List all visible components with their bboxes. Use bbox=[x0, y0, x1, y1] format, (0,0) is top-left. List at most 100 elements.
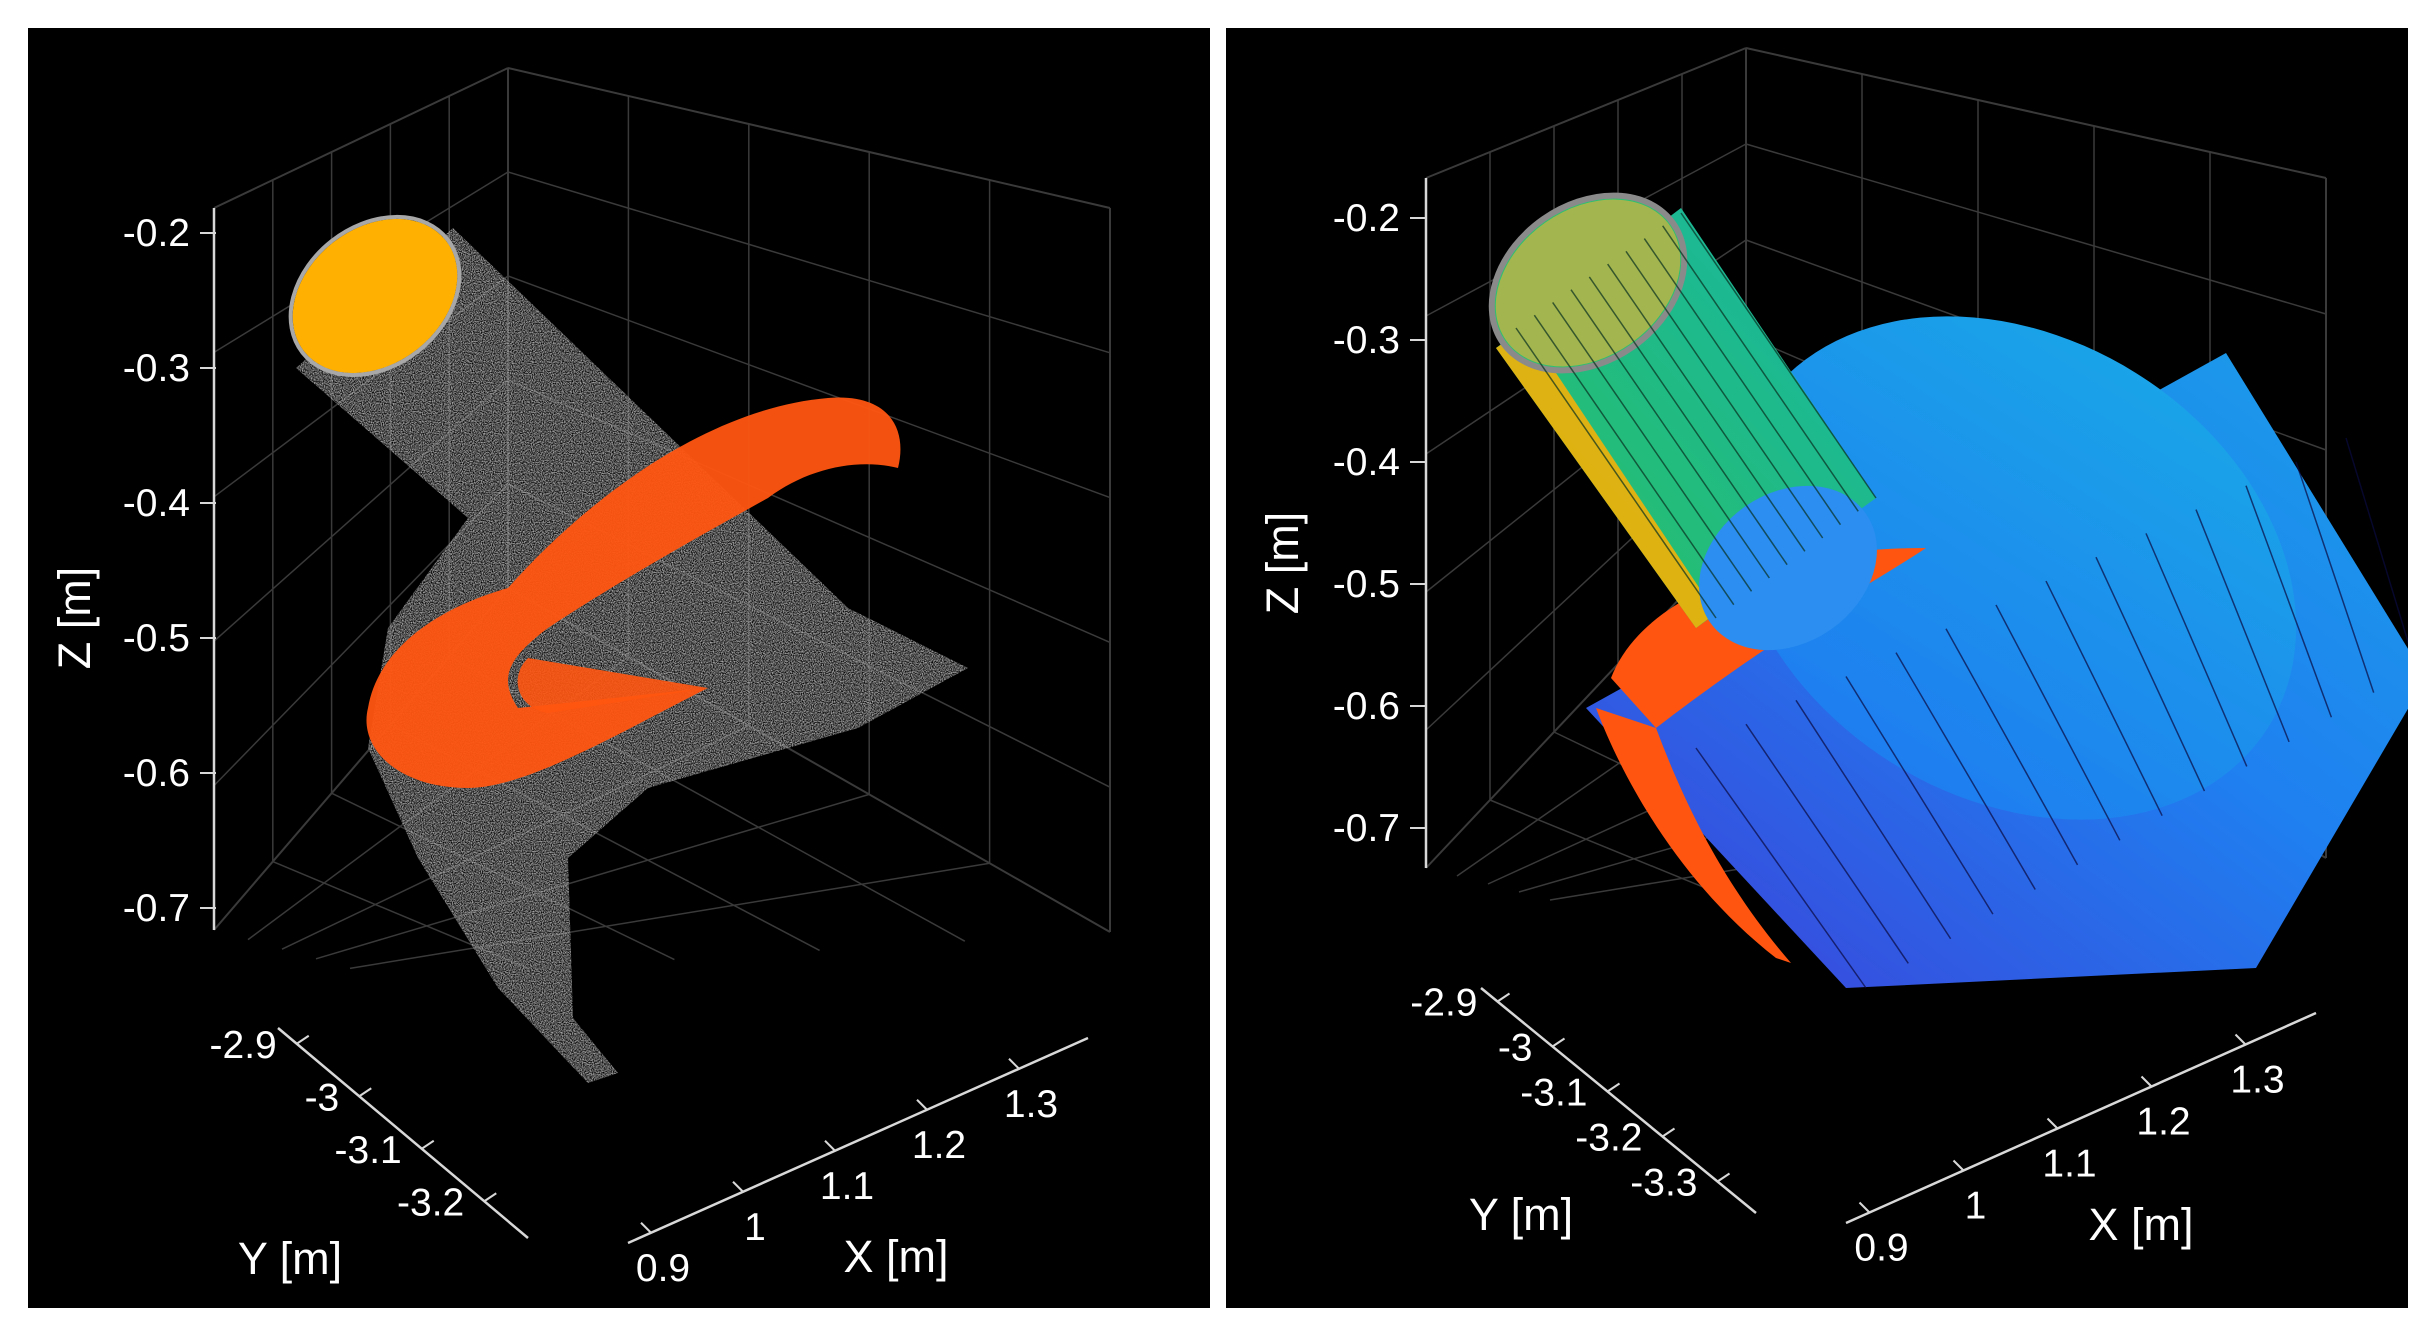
y-tick-mark bbox=[358, 1087, 372, 1098]
x-tick-label: 1.2 bbox=[2136, 1101, 2190, 1144]
grid-line bbox=[1745, 143, 2327, 315]
z-tick-label: -0.3 bbox=[123, 347, 190, 390]
fitted-small-cylinder bbox=[1488, 192, 1877, 651]
x-tick-label: 1.1 bbox=[2042, 1143, 2096, 1186]
x-tick-mark bbox=[1008, 1058, 1020, 1070]
grid-line bbox=[1425, 47, 1747, 179]
y-tick-mark bbox=[421, 1139, 435, 1150]
mesh-line bbox=[2095, 556, 2206, 792]
z-tick-label: -0.7 bbox=[1333, 807, 1400, 850]
x-axis-label: X [m] bbox=[2088, 1199, 2193, 1250]
grid-line bbox=[507, 67, 1111, 209]
mesh-line bbox=[2345, 437, 2408, 645]
y-tick-mark bbox=[296, 1034, 310, 1045]
x-tick-mark bbox=[1858, 1201, 1871, 1214]
chart-right-svg: -0.2 -0.3 -0.4 -0.5 -0.6 -0.7 -2.9 -3-3.1-3.2-3… bbox=[1257, 47, 2408, 1270]
mesh-line bbox=[2195, 509, 2290, 743]
y-tick-label: -2.9 bbox=[210, 1024, 277, 1067]
x-tick-mark bbox=[824, 1140, 836, 1152]
x-tick-label: 1.3 bbox=[2230, 1059, 2284, 1102]
y-tick-mark bbox=[1716, 1172, 1731, 1183]
x-tick-label: 1 bbox=[1965, 1185, 1987, 1228]
x-tick-label: 1.3 bbox=[1004, 1083, 1058, 1126]
mesh-line bbox=[1680, 212, 1877, 499]
y-axis-line bbox=[1480, 987, 1757, 1214]
mesh-line bbox=[1625, 250, 1824, 539]
y-tick-mark bbox=[1661, 1127, 1676, 1138]
tick-labels-left: -0.2 -0.3 -0.4 -0.5 -0.6 -0.7 -2.9 -3 -3.1 -3.2 0.… bbox=[123, 212, 1058, 1290]
mesh-line bbox=[1515, 327, 1717, 619]
y-tick-mark bbox=[483, 1192, 497, 1203]
z-tick-label: -0.2 bbox=[1333, 197, 1400, 240]
mesh-line bbox=[2145, 533, 2248, 767]
mesh-line bbox=[1795, 699, 1952, 940]
x-tick-mark bbox=[2046, 1117, 2059, 1130]
y-tick-label: -3.3 bbox=[1630, 1162, 1697, 1205]
z-axis-label: Z [m] bbox=[49, 567, 100, 669]
y-tick-mark bbox=[1496, 992, 1511, 1003]
z-tick-label: -0.5 bbox=[123, 617, 190, 660]
cylinder-mesh-lines bbox=[1515, 212, 2408, 989]
x-axis-label: X [m] bbox=[843, 1231, 948, 1282]
x-tick-label: 1.2 bbox=[912, 1124, 966, 1167]
x-tick-mark bbox=[2234, 1033, 2247, 1046]
z-tick-label: -0.4 bbox=[123, 482, 190, 525]
mesh-line bbox=[1845, 676, 1994, 915]
mesh-line bbox=[2295, 461, 2375, 693]
z-tick-label: -0.7 bbox=[123, 887, 190, 930]
y-tick-label: -3.2 bbox=[1575, 1117, 1642, 1160]
mesh-line bbox=[1607, 263, 1806, 552]
x-tick-mark bbox=[640, 1222, 652, 1234]
z-tick-label: -0.2 bbox=[123, 212, 190, 255]
x-tick-label: 1.1 bbox=[820, 1165, 874, 1208]
mesh-line bbox=[1570, 289, 1770, 579]
y-axis-label: Y [m] bbox=[1469, 1189, 1573, 1240]
grid-line bbox=[507, 275, 1111, 499]
mesh-line bbox=[1588, 276, 1788, 566]
y-tick-label: -3.1 bbox=[335, 1129, 402, 1172]
grid-line bbox=[507, 171, 1111, 354]
x-tick-mark bbox=[916, 1099, 928, 1111]
y-tick-label: -3 bbox=[305, 1076, 340, 1119]
mesh-line bbox=[1995, 604, 2121, 841]
y-axis-line bbox=[277, 1027, 529, 1239]
chart-left-svg: -0.2 -0.3 -0.4 -0.5 -0.6 -0.7 -2.9 -3 -3.1 -3.2 0.… bbox=[49, 67, 1111, 1290]
cylinder-surface-points bbox=[296, 228, 968, 1083]
mesh-line bbox=[1895, 652, 2036, 890]
z-tick-label: -0.6 bbox=[123, 752, 190, 795]
z-tick-label: -0.3 bbox=[1333, 319, 1400, 362]
mesh-line bbox=[1533, 314, 1735, 606]
cylinder-cap-points bbox=[288, 214, 462, 378]
z-tick-label: -0.4 bbox=[1333, 441, 1400, 484]
y-tick-mark bbox=[1551, 1037, 1566, 1048]
disk-points bbox=[366, 397, 901, 788]
z-tick-label: -0.5 bbox=[1333, 563, 1400, 606]
x-tick-mark bbox=[732, 1181, 744, 1193]
y-tick-label: -3 bbox=[1498, 1027, 1533, 1070]
mesh-line bbox=[1745, 723, 1909, 964]
z-axis-label: Z [m] bbox=[1257, 512, 1308, 614]
tick-labels-right: -0.2 -0.3 -0.4 -0.5 -0.6 -0.7 -2.9 -3-3.1-3.2-3… bbox=[1333, 197, 2285, 1270]
grid-line bbox=[213, 67, 509, 209]
mesh-line bbox=[1552, 302, 1753, 592]
y-tick-label: -3.2 bbox=[397, 1181, 464, 1224]
x-axis-line bbox=[1845, 1011, 2317, 1225]
y-tick-label: -2.9 bbox=[1410, 982, 1477, 1025]
y-tick-mark bbox=[1606, 1082, 1621, 1093]
chart-panel-right: -0.2 -0.3 -0.4 -0.5 -0.6 -0.7 -2.9 -3 -3.1 -3.2 -3… bbox=[1226, 28, 2408, 1308]
grid-line bbox=[349, 862, 990, 970]
mesh-line bbox=[2245, 485, 2333, 718]
mesh-line bbox=[1662, 225, 1859, 512]
y-axis-label: Y [m] bbox=[238, 1233, 342, 1284]
x-tick-label: 1 bbox=[744, 1206, 766, 1249]
mesh-line bbox=[1945, 628, 2079, 866]
x-tick-label: 0.9 bbox=[636, 1247, 690, 1290]
x-axis-line bbox=[627, 1036, 1089, 1245]
y-tick-label: -3.1 bbox=[1520, 1072, 1587, 1115]
mesh-line bbox=[1695, 747, 1867, 989]
x-tick-mark bbox=[1952, 1159, 1965, 1172]
grid-line bbox=[1745, 47, 2327, 179]
mesh-line bbox=[1643, 238, 1842, 526]
grid-line bbox=[315, 793, 870, 960]
chart-panel-left: -0.2 -0.3 -0.4 -0.5 -0.6 -0.7 -2.9 -3 -3.1 -3.2 0.… bbox=[28, 28, 1210, 1308]
